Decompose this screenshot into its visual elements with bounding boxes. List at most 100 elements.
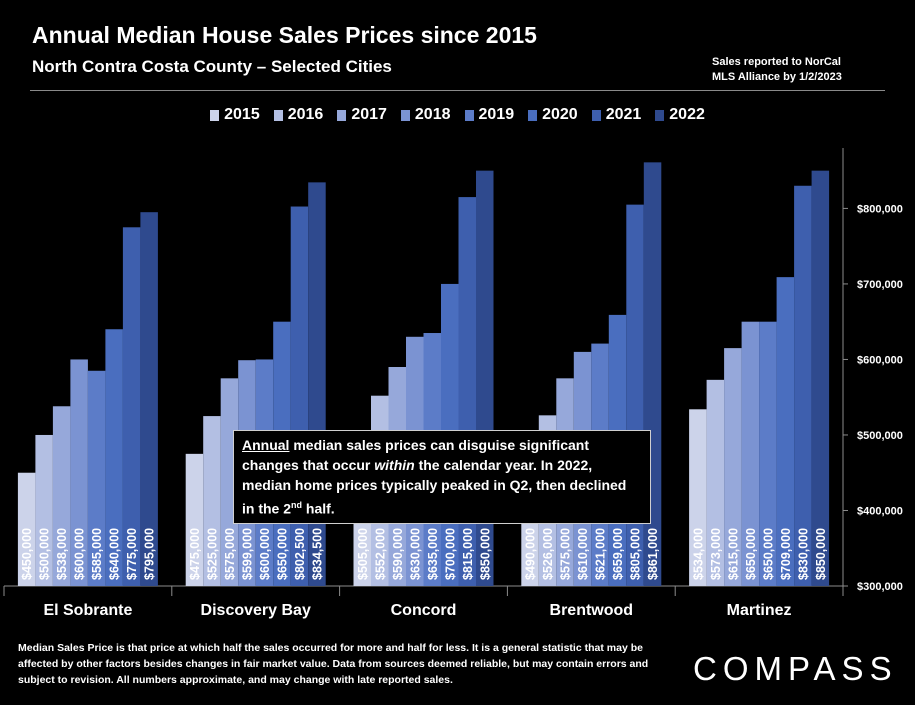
bar-data-label: $659,000 — [611, 528, 625, 580]
legend-swatch — [400, 109, 410, 121]
legend-swatch — [591, 109, 601, 121]
bar-2022 — [811, 170, 830, 587]
legend-label: 2017 — [351, 106, 387, 123]
bar-data-label: $600,000 — [258, 528, 272, 580]
bar-data-label: $630,000 — [408, 528, 422, 580]
legend-label: 2020 — [542, 106, 578, 123]
legend-item-2021: 2021 — [591, 106, 642, 124]
legend-label: 2022 — [669, 106, 705, 123]
bar-data-label: $500,000 — [38, 528, 52, 580]
legend-item-2016: 2016 — [273, 106, 324, 124]
y-tick-label: $500,000 — [857, 430, 903, 442]
bar-2015 — [185, 453, 204, 586]
bar-data-label: $599,000 — [240, 528, 254, 580]
y-tick-label: $600,000 — [857, 354, 903, 366]
legend-item-2022: 2022 — [655, 106, 705, 124]
bar-data-label: $709,000 — [779, 528, 793, 580]
y-tick-label: $300,000 — [857, 581, 903, 593]
bar-data-label: $552,000 — [373, 528, 387, 580]
bar-2021 — [794, 185, 812, 587]
bar-data-label: $650,000 — [275, 528, 289, 580]
bar-2015 — [689, 409, 707, 586]
bar-2015 — [17, 472, 36, 586]
bar-data-label: $850,000 — [814, 528, 828, 580]
bar-data-label: $815,000 — [461, 528, 475, 580]
annotation-box: Annual median sales prices can disguise … — [233, 430, 651, 524]
legend-label: 2021 — [605, 106, 642, 123]
legend-item-2017: 2017 — [337, 106, 387, 124]
legend-label: 2019 — [478, 106, 515, 123]
bar-data-label: $525,000 — [205, 528, 219, 580]
bar-data-label: $538,000 — [55, 528, 69, 580]
legend-label: 2016 — [287, 106, 324, 123]
header-divider — [30, 90, 885, 91]
legend-swatch — [210, 109, 220, 121]
bar-2022 — [476, 170, 494, 587]
page-title: Annual Median House Sales Prices since 2… — [32, 22, 537, 48]
footnote: Median Sales Price is that price at whic… — [18, 642, 649, 686]
bar-data-label: $650,000 — [761, 528, 775, 580]
legend-label: 2018 — [414, 106, 451, 123]
annotation-text-3: half. — [302, 500, 335, 517]
legend-swatch — [464, 109, 474, 121]
bar-data-label: $575,000 — [223, 528, 237, 580]
x-category-label: Brentwood — [550, 602, 634, 619]
bar-data-label: $795,000 — [143, 528, 157, 580]
annotation-text-2: the calendar year. In 2022, median home … — [242, 457, 627, 517]
bar-2019 — [759, 321, 777, 586]
x-category-label: Discovery Bay — [201, 602, 311, 619]
bar-2017 — [52, 406, 71, 586]
bar-data-label: $615,000 — [726, 528, 740, 580]
bar-data-label: $526,000 — [541, 528, 555, 580]
bar-data-label: $775,000 — [125, 528, 139, 580]
bar-data-label: $700,000 — [443, 528, 457, 580]
y-tick-label: $800,000 — [857, 203, 903, 215]
bar-data-label: $534,000 — [691, 528, 705, 580]
bar-2018 — [741, 321, 760, 586]
bar-2021 — [458, 197, 476, 586]
annotation-within: within — [374, 457, 415, 473]
bar-data-label: $490,000 — [524, 528, 538, 580]
legend-swatch — [528, 109, 538, 121]
compass-logo: COMPASS — [693, 650, 898, 687]
x-category-label: El Sobrante — [43, 602, 132, 619]
legend-swatch — [273, 109, 283, 121]
bar-2021 — [122, 227, 141, 587]
legend-item-2020: 2020 — [528, 106, 578, 124]
legend-swatch — [655, 109, 665, 121]
legend-item-2015: 2015 — [210, 106, 260, 124]
page-subtitle: North Contra Costa County – Selected Cit… — [32, 57, 392, 76]
source-note-line-2: MLS Alliance by 1/2/2023 — [712, 71, 842, 83]
legend-label: 2015 — [224, 106, 260, 123]
legend-swatch — [337, 109, 347, 121]
bar-data-label: $590,000 — [391, 528, 405, 580]
bar-data-label: $834,500 — [310, 528, 324, 580]
bar-2016 — [203, 416, 221, 586]
bar-data-label: $830,000 — [796, 528, 810, 580]
bar-data-label: $805,000 — [629, 528, 643, 580]
bar-2020 — [105, 329, 123, 586]
annotation-superscript: nd — [291, 500, 303, 510]
bar-data-label: $610,000 — [576, 528, 590, 580]
bar-2022 — [140, 212, 158, 587]
annotation-annual: Annual — [242, 437, 290, 453]
bar-2018 — [70, 359, 88, 586]
chart-legend: 2015 2016 2017 2018 2019 2020 2021 2022 — [0, 106, 915, 124]
bar-data-label: $640,000 — [108, 528, 122, 580]
bar-data-label: $505,000 — [356, 528, 370, 580]
bar-data-label: $802,500 — [293, 528, 307, 580]
bar-data-label: $621,000 — [594, 528, 608, 580]
bar-data-label: $475,000 — [188, 528, 202, 580]
bar-2017 — [724, 348, 742, 586]
annotation-text-1: median sales prices can disguise signifi… — [242, 437, 590, 473]
x-category-label: Martinez — [727, 602, 792, 619]
bar-2016 — [706, 379, 725, 586]
y-tick-label: $700,000 — [857, 279, 903, 291]
bar-data-label: $575,000 — [559, 528, 573, 580]
bar-2016 — [35, 434, 53, 586]
source-note-line-1: Sales reported to NorCal — [712, 56, 841, 68]
source-note: Sales reported to NorCal MLS Alliance by… — [712, 55, 892, 85]
bar-data-label: $450,000 — [20, 528, 34, 580]
